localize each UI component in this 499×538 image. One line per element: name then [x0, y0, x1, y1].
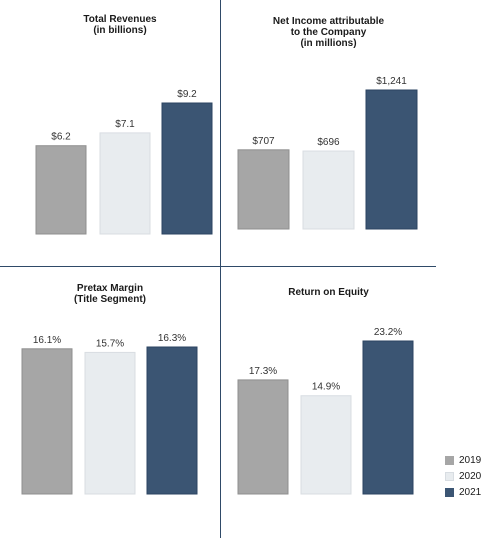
total-revenues-data-label-2021: $9.2: [177, 89, 197, 100]
pretax-margin-bar-2021: [146, 346, 198, 495]
return-on-equity-data-label-2019: 17.3%: [249, 366, 277, 377]
legend-label-2021: 2021: [459, 486, 482, 498]
total-revenues-bar-2020: [99, 132, 151, 235]
legend-item-2020: 2020: [445, 468, 481, 484]
net-income-panel: Net Income attributable to the Company (…: [221, 0, 436, 266]
net-income-bar-2020: [302, 150, 355, 230]
return-on-equity-data-label-2021: 23.2%: [374, 327, 402, 338]
return-on-equity-chart: 17.3% 14.9% 23.2%: [237, 327, 414, 495]
legend-item-2019: 2019: [445, 452, 481, 468]
net-income-title: Net Income attributable to the Company (…: [272, 16, 385, 49]
pretax-margin-bar-2019: [21, 348, 73, 495]
pretax-margin-panel: Pretax Margin (Title Segment) 16.1% 15.7%…: [0, 267, 220, 538]
return-on-equity-title: Return on Equity: [288, 287, 369, 298]
pretax-margin-bar-2020: [84, 351, 136, 495]
horizontal-divider: [0, 266, 436, 267]
legend-label-2020: 2020: [459, 470, 482, 482]
net-income-chart: $707 $696 $1,241: [237, 76, 418, 230]
vertical-divider: [220, 0, 221, 538]
pretax-margin-data-label-2020: 15.7%: [96, 338, 124, 349]
pretax-margin-chart: 16.1% 15.7% 16.3%: [21, 333, 198, 495]
return-on-equity-bar-2019: [237, 379, 289, 495]
total-revenues-data-label-2019: $6.2: [51, 132, 71, 143]
legend-label-2019: 2019: [459, 454, 482, 466]
return-on-equity-bar-2021: [362, 340, 414, 495]
legend-swatch-2019: [445, 455, 454, 465]
net-income-bar-2019: [237, 149, 290, 230]
pretax-margin-title: Pretax Margin (Title Segment): [73, 283, 147, 305]
total-revenues-chart: $6.2 $7.1 $9.2: [35, 89, 213, 235]
net-income-bar-2021: [365, 89, 418, 230]
pretax-margin-data-label-2021: 16.3%: [158, 333, 186, 344]
net-income-data-label-2021: $1,241: [376, 76, 407, 87]
total-revenues-title: Total Revenues (in billions): [83, 14, 157, 36]
total-revenues-data-label-2020: $7.1: [115, 119, 135, 130]
return-on-equity-bar-2020: [300, 395, 352, 495]
legend: 2019 2020 2021: [445, 452, 481, 500]
total-revenues-panel: Total Revenues (in billions) $6.2 $7.1 $9.…: [20, 0, 220, 266]
legend-swatch-2021: [445, 487, 454, 497]
pretax-margin-data-label-2019: 16.1%: [33, 335, 61, 346]
legend-item-2021: 2021: [445, 484, 481, 500]
return-on-equity-panel: Return on Equity 17.3% 14.9% 23.2%: [221, 267, 436, 538]
total-revenues-bar-2021: [161, 102, 213, 235]
legend-swatch-2020: [445, 471, 454, 481]
total-revenues-bar-2019: [35, 145, 87, 235]
return-on-equity-data-label-2020: 14.9%: [312, 382, 340, 393]
net-income-data-label-2020: $696: [317, 137, 340, 148]
net-income-data-label-2019: $707: [252, 136, 275, 147]
